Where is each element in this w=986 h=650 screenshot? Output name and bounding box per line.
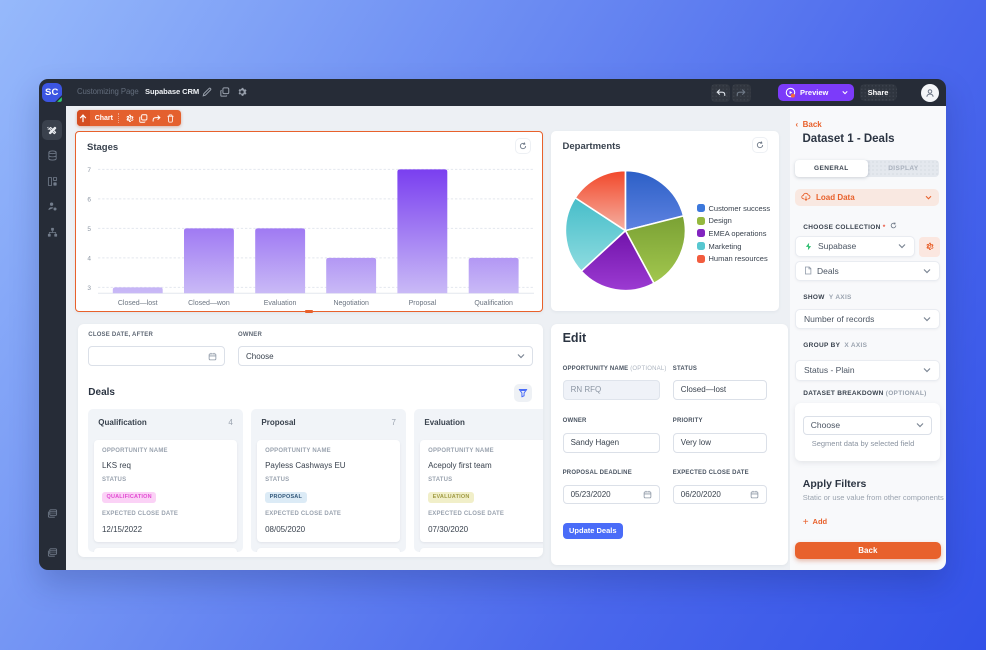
svg-text:Negotiation: Negotiation	[333, 300, 369, 307]
svg-text:Closed—lost: Closed—lost	[118, 300, 158, 307]
svg-text:3: 3	[87, 285, 91, 292]
svg-text:Qualification: Qualification	[474, 300, 513, 307]
svg-text:Closed—won: Closed—won	[188, 300, 230, 307]
svg-text:Evaluation: Evaluation	[264, 300, 297, 307]
svg-text:4: 4	[87, 255, 91, 262]
svg-text:Proposal: Proposal	[409, 300, 437, 307]
svg-text:5: 5	[87, 226, 91, 233]
svg-text:6: 6	[87, 196, 91, 203]
svg-text:7: 7	[87, 167, 91, 174]
